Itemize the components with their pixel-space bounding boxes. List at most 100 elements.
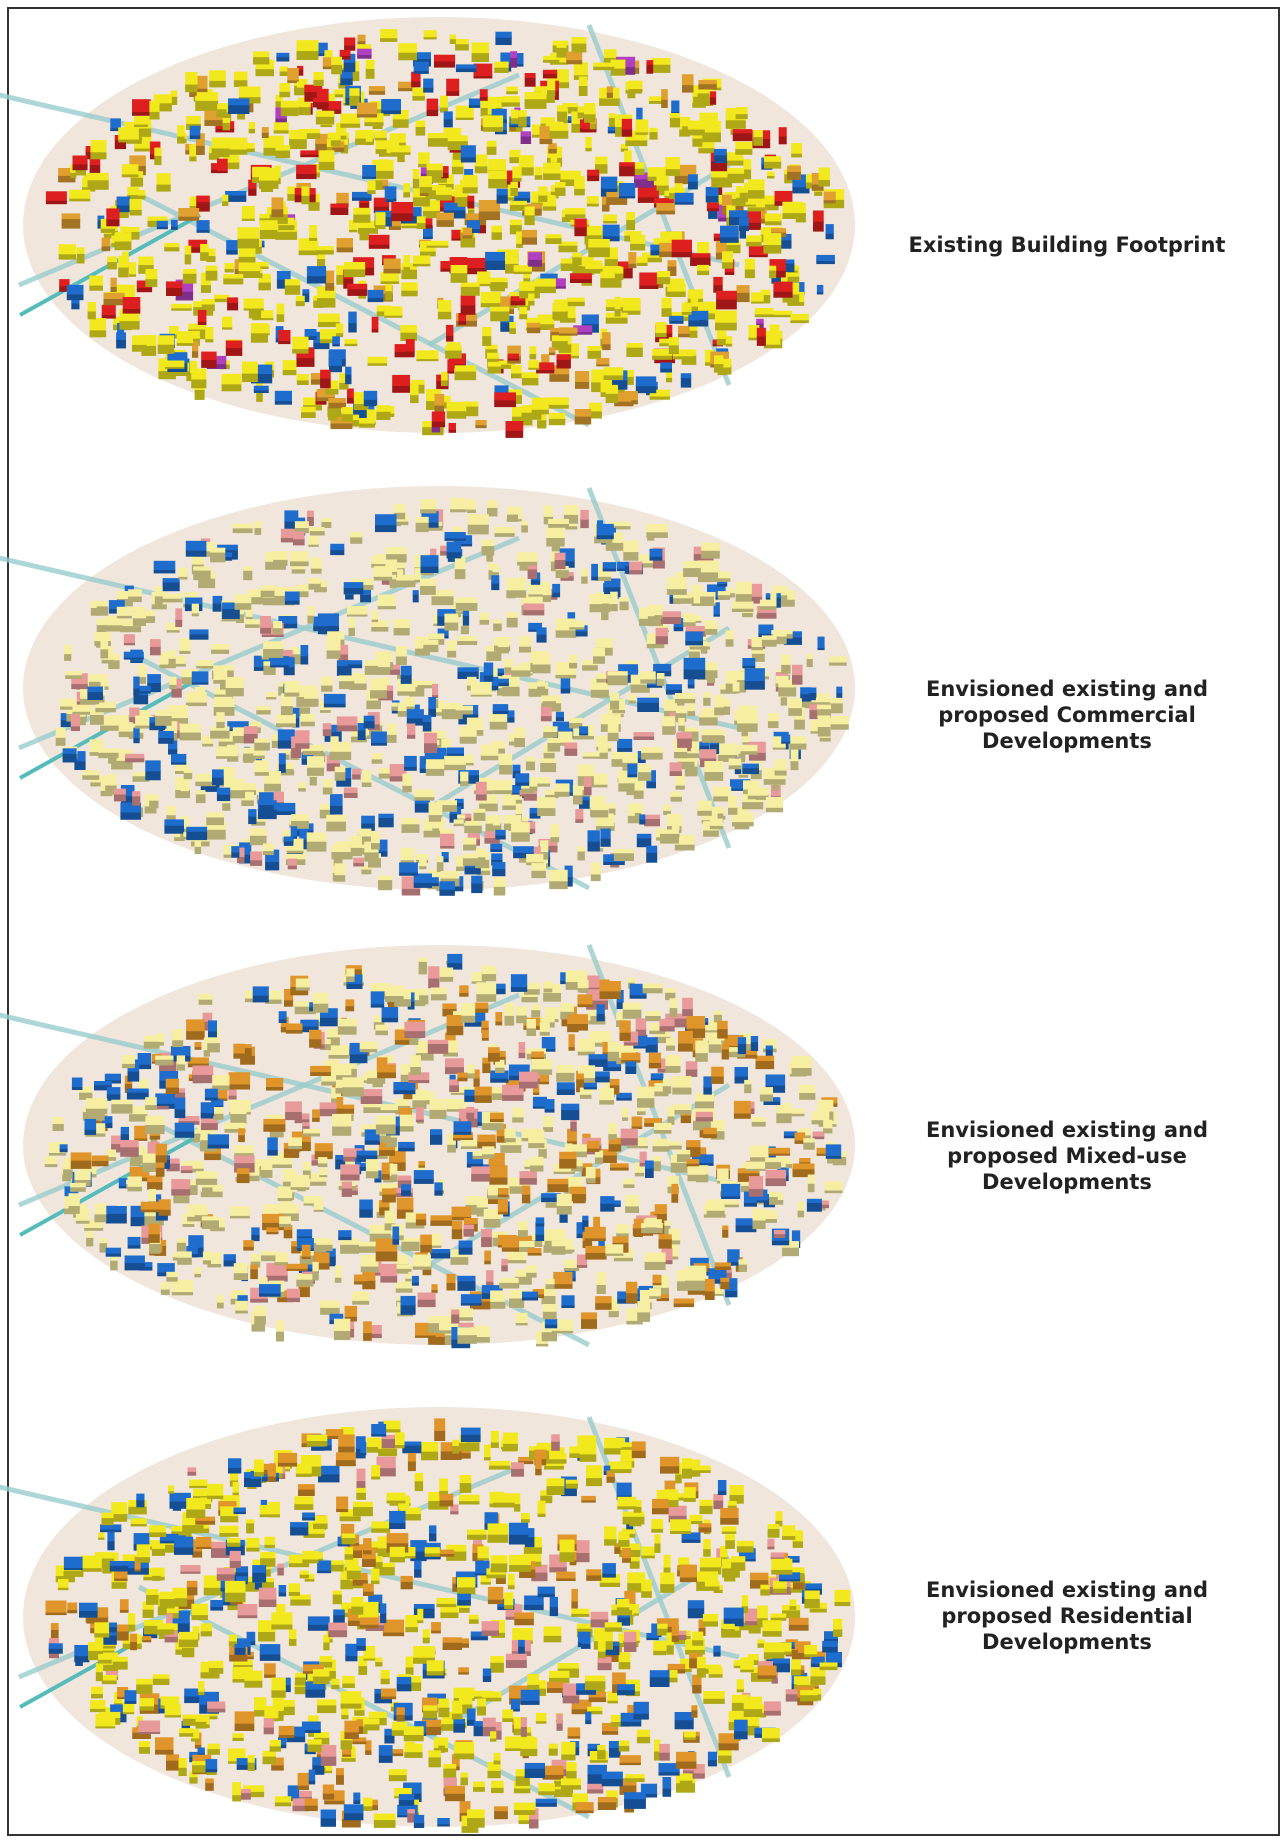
building [556, 712, 564, 718]
building-side [260, 229, 278, 239]
building [184, 769, 193, 773]
building [77, 247, 85, 254]
building-side [125, 1262, 145, 1270]
building [657, 176, 669, 186]
building [507, 612, 518, 618]
building-side [254, 742, 270, 751]
building-side [120, 812, 141, 820]
building [404, 756, 417, 767]
building [682, 613, 695, 622]
building-side [488, 178, 507, 188]
building-side [671, 1193, 678, 1203]
building [588, 830, 600, 841]
building [557, 354, 571, 360]
building [519, 636, 531, 647]
building [575, 809, 583, 819]
building [344, 38, 355, 46]
building-side [357, 1245, 376, 1253]
building-side [463, 615, 469, 626]
building-side [337, 724, 358, 731]
building [361, 1255, 379, 1267]
building [127, 1089, 149, 1093]
building [295, 521, 309, 528]
building-side [180, 732, 201, 741]
building [199, 994, 213, 1000]
building [437, 213, 454, 221]
building-side [526, 761, 535, 771]
building [316, 246, 334, 250]
building [302, 289, 309, 293]
building [775, 762, 787, 770]
building-side [438, 311, 451, 319]
building-side [538, 195, 547, 202]
building [399, 1108, 412, 1115]
building-side [251, 332, 268, 342]
building-side [238, 1134, 245, 1142]
building-side [401, 674, 412, 684]
building [206, 266, 218, 271]
building [296, 165, 316, 174]
building [309, 225, 317, 238]
building-side [608, 675, 628, 686]
building [62, 213, 81, 219]
building [733, 682, 740, 691]
building [277, 304, 285, 315]
building [509, 322, 516, 328]
building [398, 1176, 412, 1181]
building [578, 764, 594, 776]
building [519, 307, 527, 314]
building [423, 640, 438, 645]
building [439, 881, 455, 889]
building-side [710, 97, 716, 105]
building [584, 777, 592, 787]
building-side [420, 186, 432, 193]
building [683, 728, 699, 732]
building [615, 267, 624, 274]
building [399, 1115, 413, 1127]
building [296, 296, 305, 301]
building [639, 273, 658, 286]
building [791, 143, 802, 154]
building-side [612, 758, 624, 767]
building [281, 101, 298, 108]
building [528, 1248, 542, 1253]
building-side [519, 646, 531, 653]
building [230, 1110, 246, 1114]
building-side [396, 656, 407, 666]
building [526, 854, 543, 863]
building-side [475, 165, 488, 173]
building [97, 619, 107, 626]
building [316, 111, 334, 117]
building-side [639, 618, 648, 626]
panel-label: Existing Building Footprint [909, 233, 1226, 257]
building [337, 716, 358, 725]
building [826, 1144, 841, 1156]
building-side [106, 219, 119, 227]
building [495, 32, 511, 38]
building [781, 655, 790, 665]
building [375, 514, 397, 525]
building-side [248, 816, 256, 825]
building [480, 89, 488, 97]
building-side [748, 189, 765, 198]
building [345, 339, 358, 344]
building [196, 660, 213, 666]
building-side [100, 648, 108, 658]
building-side [772, 784, 778, 791]
building [320, 1102, 339, 1109]
building-side [156, 184, 170, 192]
building-side [537, 634, 547, 643]
building [332, 336, 340, 344]
building [154, 94, 172, 103]
building [371, 831, 380, 843]
building-side [522, 237, 537, 245]
building [662, 716, 675, 726]
building [235, 594, 252, 603]
building [669, 188, 685, 193]
building-side [444, 118, 453, 127]
building [129, 262, 136, 274]
building [519, 1042, 526, 1053]
building-side [540, 762, 556, 772]
building [345, 367, 351, 375]
building [238, 1128, 245, 1135]
